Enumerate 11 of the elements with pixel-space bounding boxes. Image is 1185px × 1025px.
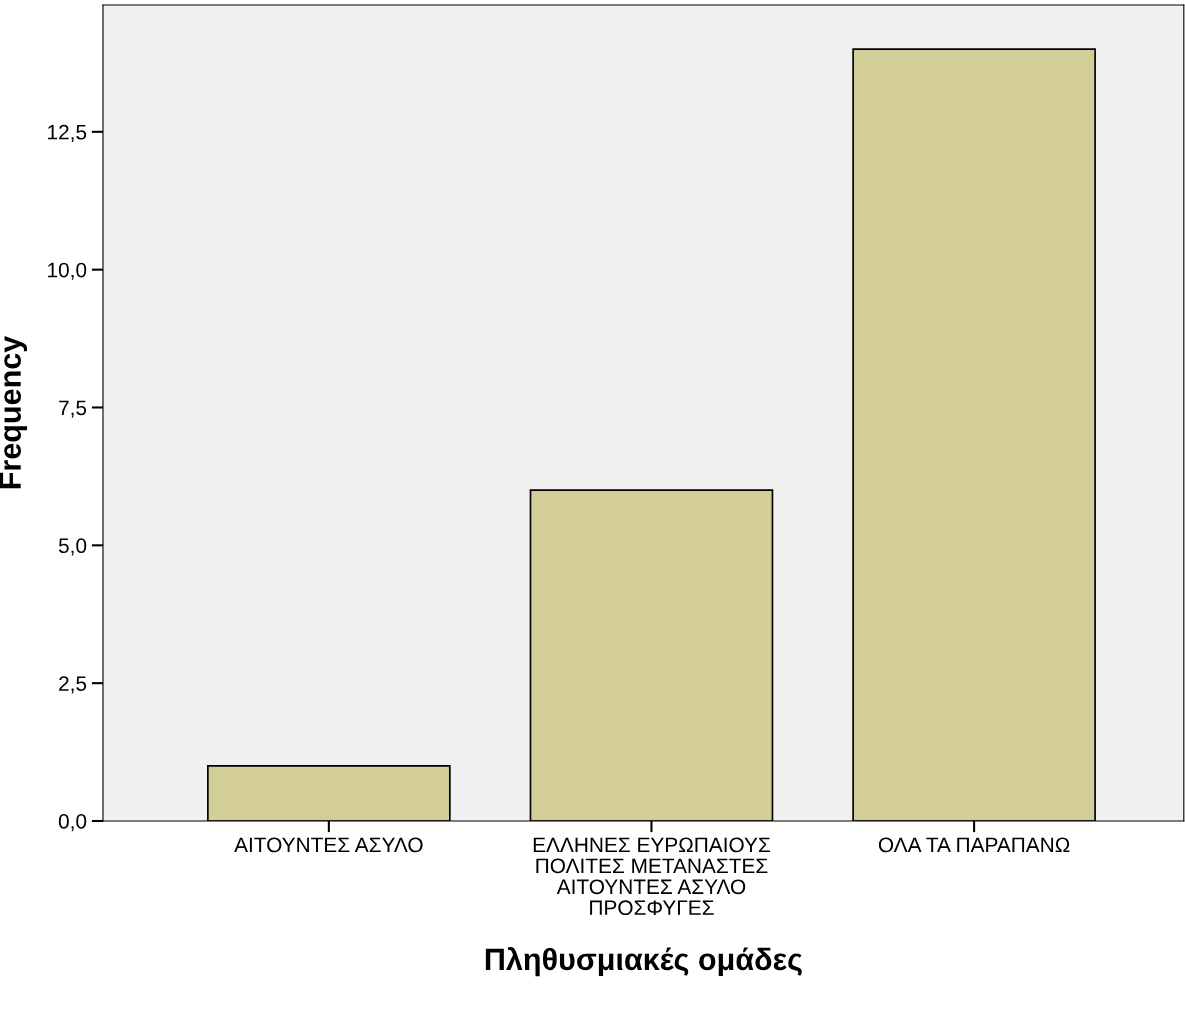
y-tick-label: 12,5 — [48, 124, 87, 143]
x-tick-label: ΑΙΤΟΥΝΤΕΣ ΑΣΥΛΟ — [234, 837, 423, 853]
x-tick-label: ΟΛΑ ΤΑ ΠΑΡΑΠΑΝΩ — [878, 837, 1070, 853]
x-axis-title: Πληθυσμιακές ομάδες — [485, 946, 802, 977]
y-tick-label: 2,5 — [59, 676, 87, 694]
y-axis-title: Frequency — [0, 335, 28, 489]
y-tick-label: 5,0 — [58, 538, 87, 556]
x-tick-label: ΕΛΛΗΝΕΣ ΕΥΡΩΠΑΙΟΥΣ ΠΟΛΙΤΕΣ ΜΕΤΑΝΑΣΤΕΣ ΑΙΤΟΥΝΤΕΣ ΑΣΥΛΟ ΠΡΟΣΦΥΓΕΣ — [533, 837, 770, 916]
y-tick-label: 7,5 — [59, 400, 87, 418]
y-tick-label: 10,0 — [48, 262, 87, 280]
y-tick-label: 0,0 — [58, 814, 87, 832]
